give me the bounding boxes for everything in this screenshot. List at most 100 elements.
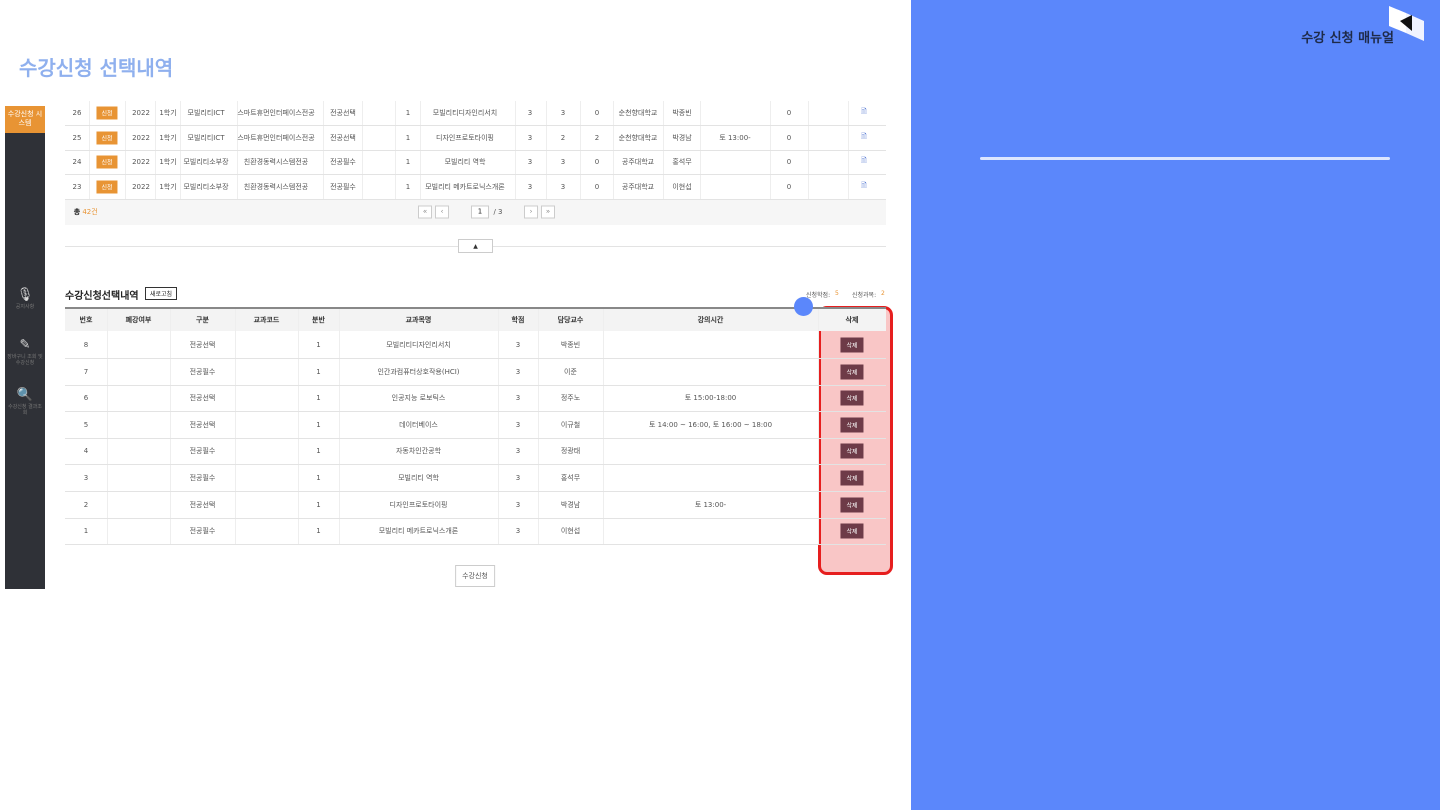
cell: 모빌리티디자인리서치 [432, 109, 498, 117]
cell: 박종빈 [560, 341, 581, 349]
cell: 3 [515, 394, 521, 403]
cell: 2 [560, 133, 566, 142]
cell: 토 15:00-18:00 [684, 394, 737, 403]
cell: 친환경동력시스템전공 [243, 182, 309, 191]
cell: 3 [560, 158, 566, 167]
cell: 전공선택 [330, 133, 356, 142]
row-line [65, 174, 886, 176]
cell: 1 [405, 109, 411, 117]
header-cell: 삭제 [845, 316, 859, 324]
cell: 7 [83, 367, 89, 376]
delete-button[interactable]: 삭제 [840, 443, 864, 459]
status-badge: 신청 [96, 106, 118, 120]
page-nav[interactable]: » [541, 205, 555, 219]
cell: 3 [527, 109, 533, 117]
delete-button[interactable]: 삭제 [840, 390, 864, 406]
header-cell: 강의시간 [697, 316, 724, 324]
cell: 공주대학교 [621, 182, 655, 191]
column-line [235, 309, 236, 545]
cell: 모빌리티 메카트로닉스개론 [378, 527, 459, 536]
brand: 수강 신청 매뉴얼 [1301, 31, 1394, 46]
cell: 인공지능 로보틱스 [391, 394, 446, 403]
delete-button[interactable]: 삭제 [840, 523, 864, 539]
delete-button[interactable]: 삭제 [840, 470, 864, 486]
menu-icon[interactable]: 🔍 [16, 387, 34, 403]
divider [980, 157, 1390, 160]
refresh-button[interactable]: 새로고침 [145, 287, 178, 300]
cell: 모빌리티 메카트로닉스개론 [425, 182, 505, 191]
header-cell: 교과목명 [405, 316, 432, 324]
page-nav[interactable]: « [418, 205, 432, 219]
header-cell: 번호 [79, 316, 93, 324]
cell: 1학기 [159, 109, 177, 117]
cell: 3 [515, 341, 521, 349]
status-badge: 신청 [96, 131, 118, 145]
cell: 3 [527, 158, 533, 167]
column-line [298, 309, 299, 545]
cell: 자동차인간공학 [395, 447, 442, 456]
cell: 이현섭 [560, 527, 581, 536]
cell: 1 [405, 158, 411, 167]
cell: 0 [594, 182, 600, 191]
cell: 인간과컴퓨터상호작용(HCI) [377, 367, 460, 376]
cell: 6 [83, 394, 89, 403]
collapse-button[interactable]: ▲ [458, 239, 493, 253]
credits-label: 신청학점: [806, 292, 831, 299]
file-icon[interactable]: 🗎 [861, 132, 867, 141]
cell: 순천향대학교 [618, 109, 658, 117]
column-line [339, 309, 340, 545]
cell: 1 [316, 500, 321, 509]
cell: 전공필수 [189, 447, 216, 456]
row-line [65, 149, 886, 151]
row-line [65, 544, 886, 546]
page-nav[interactable]: ‹ [435, 205, 449, 219]
file-icon[interactable]: 🗎 [861, 156, 867, 165]
logo [1389, 6, 1424, 41]
menu-icon[interactable]: ✎ [19, 337, 31, 353]
cell: 1 [316, 474, 321, 482]
cell: 공주대학교 [621, 158, 655, 167]
menu-label[interactable]: 장바구니 조회 및 수강신청 [7, 354, 43, 366]
cell: 박경남 [672, 133, 692, 142]
cell: 5 [83, 420, 89, 429]
cell: 1학기 [159, 158, 177, 167]
delete-button[interactable]: 삭제 [840, 497, 864, 513]
total-prefix: 총 [73, 208, 81, 216]
cell: 0 [594, 158, 600, 167]
delete-button[interactable]: 삭제 [840, 337, 864, 353]
cell: 0 [786, 182, 792, 191]
header-cell: 폐강여부 [125, 316, 152, 324]
cell: 2022 [132, 158, 150, 167]
cell: 박경남 [560, 500, 581, 509]
slide-title: 수강신청 선택내역 [19, 56, 174, 80]
page-current[interactable]: 1 [471, 205, 489, 219]
file-icon[interactable]: 🗎 [861, 107, 867, 116]
menu-icon[interactable]: 🎙 [16, 287, 34, 303]
file-icon[interactable]: 🗎 [861, 181, 867, 190]
cell: 이규철 [560, 420, 581, 429]
menu-label[interactable]: 공지사항 [15, 304, 35, 310]
column-line [603, 309, 604, 545]
side-panel [911, 0, 1440, 810]
cell: 23 [72, 182, 82, 191]
cell: 1학기 [159, 133, 177, 142]
cell: 이준 [564, 367, 577, 376]
cell: 2 [83, 500, 89, 509]
cell: 정광태 [560, 447, 581, 456]
cell: 1 [316, 341, 321, 349]
page-nav[interactable]: › [524, 205, 538, 219]
cell: 3 [527, 133, 533, 142]
cell: 8 [83, 341, 89, 349]
row-line [65, 411, 886, 413]
cell: 2022 [132, 109, 150, 117]
menu-label[interactable]: 수강신청 결과조회 [8, 404, 42, 416]
cell: 3 [515, 447, 521, 456]
submit-button[interactable]: 수강신청 [455, 565, 495, 587]
cell: 홍석무 [672, 158, 692, 167]
cell: 모빌리티 역학 [444, 158, 486, 167]
cell: 3 [515, 527, 521, 536]
delete-button[interactable]: 삭제 [840, 417, 864, 433]
delete-button[interactable]: 삭제 [840, 364, 864, 380]
cell: 1 [405, 182, 411, 191]
